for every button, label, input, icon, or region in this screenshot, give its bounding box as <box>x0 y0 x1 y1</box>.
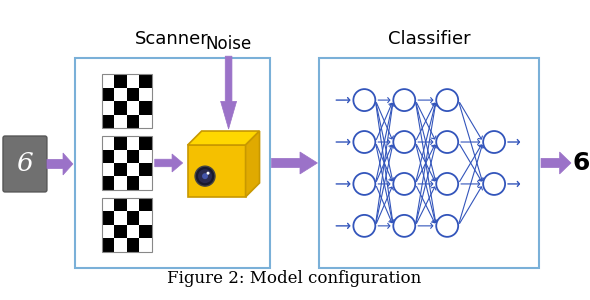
Circle shape <box>483 173 505 195</box>
Bar <box>114 136 127 149</box>
Bar <box>114 225 127 238</box>
Bar <box>75 58 270 268</box>
Text: 6: 6 <box>572 151 589 175</box>
Bar <box>139 74 152 88</box>
Bar <box>102 136 152 190</box>
Bar <box>127 115 139 128</box>
Polygon shape <box>188 131 260 145</box>
Bar <box>102 238 114 252</box>
Bar <box>127 149 139 163</box>
Bar <box>139 176 152 190</box>
Bar <box>102 101 114 115</box>
Text: Noise: Noise <box>205 35 252 53</box>
Bar <box>114 74 127 88</box>
Bar <box>102 198 152 252</box>
Bar <box>127 88 139 101</box>
Circle shape <box>394 131 415 153</box>
Bar <box>139 198 152 211</box>
Bar <box>114 163 127 176</box>
Circle shape <box>206 172 209 175</box>
Bar <box>102 149 114 163</box>
Bar <box>102 212 114 225</box>
Circle shape <box>195 166 215 186</box>
Bar <box>102 88 114 101</box>
Polygon shape <box>47 153 73 175</box>
Bar <box>102 163 114 176</box>
Bar <box>114 176 127 190</box>
FancyBboxPatch shape <box>3 136 47 192</box>
Circle shape <box>198 169 212 183</box>
Bar <box>127 176 139 190</box>
Circle shape <box>436 131 458 153</box>
Bar <box>139 238 152 252</box>
Bar <box>139 88 152 101</box>
Polygon shape <box>245 131 260 197</box>
Circle shape <box>353 215 375 237</box>
Polygon shape <box>271 152 317 174</box>
Bar <box>139 149 152 163</box>
Bar <box>127 163 139 176</box>
Bar <box>102 136 152 190</box>
Bar <box>139 225 152 238</box>
Bar <box>127 238 139 252</box>
Bar <box>139 101 152 115</box>
Bar <box>114 149 127 163</box>
Circle shape <box>436 215 458 237</box>
Bar <box>114 212 127 225</box>
Circle shape <box>394 215 415 237</box>
Circle shape <box>353 89 375 111</box>
Bar <box>114 238 127 252</box>
Bar <box>127 74 139 88</box>
Circle shape <box>436 89 458 111</box>
Polygon shape <box>541 152 571 174</box>
Bar <box>188 145 245 197</box>
Bar <box>114 88 127 101</box>
Bar <box>102 115 114 128</box>
Circle shape <box>353 173 375 195</box>
Bar <box>102 198 114 211</box>
Bar <box>114 115 127 128</box>
Bar <box>127 212 139 225</box>
Text: Scanner: Scanner <box>135 30 209 48</box>
Bar <box>139 163 152 176</box>
Bar <box>127 136 139 149</box>
Bar <box>139 136 152 149</box>
Bar <box>139 115 152 128</box>
Bar <box>102 198 152 252</box>
Bar <box>102 74 152 128</box>
Bar <box>102 74 152 128</box>
Bar <box>114 198 127 211</box>
Circle shape <box>436 173 458 195</box>
Polygon shape <box>221 56 237 129</box>
Text: 6: 6 <box>17 152 33 176</box>
Text: Figure 2: Model configuration: Figure 2: Model configuration <box>168 270 422 287</box>
Bar <box>127 198 139 211</box>
Polygon shape <box>155 154 183 172</box>
Circle shape <box>394 173 415 195</box>
Bar <box>102 136 114 149</box>
Bar <box>319 58 539 268</box>
Circle shape <box>483 131 505 153</box>
Bar <box>102 74 114 88</box>
Bar <box>139 212 152 225</box>
Bar <box>127 101 139 115</box>
Bar <box>102 225 114 238</box>
Text: Classifier: Classifier <box>388 30 471 48</box>
Circle shape <box>353 131 375 153</box>
Bar <box>102 176 114 190</box>
Bar <box>114 101 127 115</box>
Circle shape <box>394 89 415 111</box>
Bar <box>127 225 139 238</box>
Circle shape <box>202 173 208 179</box>
